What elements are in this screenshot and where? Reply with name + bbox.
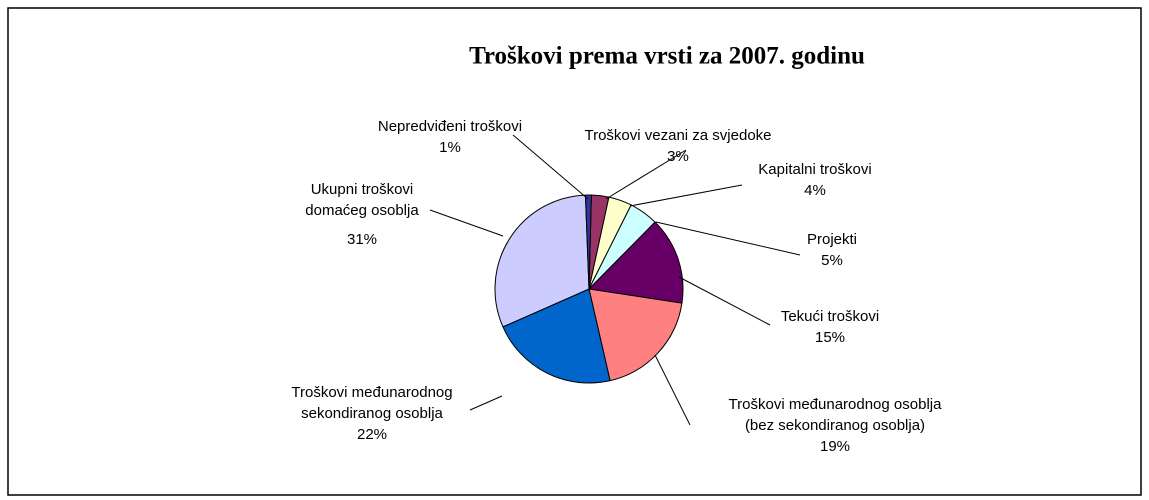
pie-slice (587, 221, 684, 304)
slice-label: Troškovi vezani za svjedoke (584, 127, 771, 144)
slice-value-label: 19% (820, 438, 850, 455)
slice-value-label: 31% (347, 231, 377, 248)
slice-label: Projekti (807, 231, 857, 248)
pie-slice (502, 288, 611, 384)
leader-line (469, 395, 503, 411)
leader-line (678, 276, 771, 326)
slice-label: Troškovi međunarodnog osoblja (729, 396, 943, 413)
slice-label: Nepredviđeni troškovi (378, 118, 522, 135)
leader-line (429, 209, 504, 237)
slice-value-label: 1% (439, 139, 461, 156)
leader-line (629, 184, 743, 207)
leader-line (654, 354, 691, 426)
leader-line (512, 134, 589, 200)
slice-value-label: 4% (804, 182, 826, 199)
slice-label: Tekući troškovi (781, 308, 879, 325)
slice-label: Kapitalni troškovi (758, 161, 871, 178)
slice-value-label: 22% (357, 426, 387, 443)
slice-value-label: 3% (667, 148, 689, 165)
slice-label: Troškovi međunarodnog (291, 384, 452, 401)
slice-value-label: 5% (821, 252, 843, 269)
slice-value-label: 15% (815, 329, 845, 346)
slice-label: (bez sekondiranog osoblja) (745, 417, 925, 434)
leader-line (605, 149, 687, 200)
chart-title: Troškovi prema vrsti za 2007. godinu (469, 43, 865, 70)
slice-label: domaćeg osoblja (305, 202, 419, 219)
leader-line (655, 221, 801, 256)
pie-slice (588, 288, 683, 382)
pie-slice (494, 194, 590, 328)
slice-label: sekondiranog osoblja (301, 405, 443, 422)
pie-slice (584, 194, 592, 290)
slice-label: Ukupni troškovi (311, 181, 414, 198)
